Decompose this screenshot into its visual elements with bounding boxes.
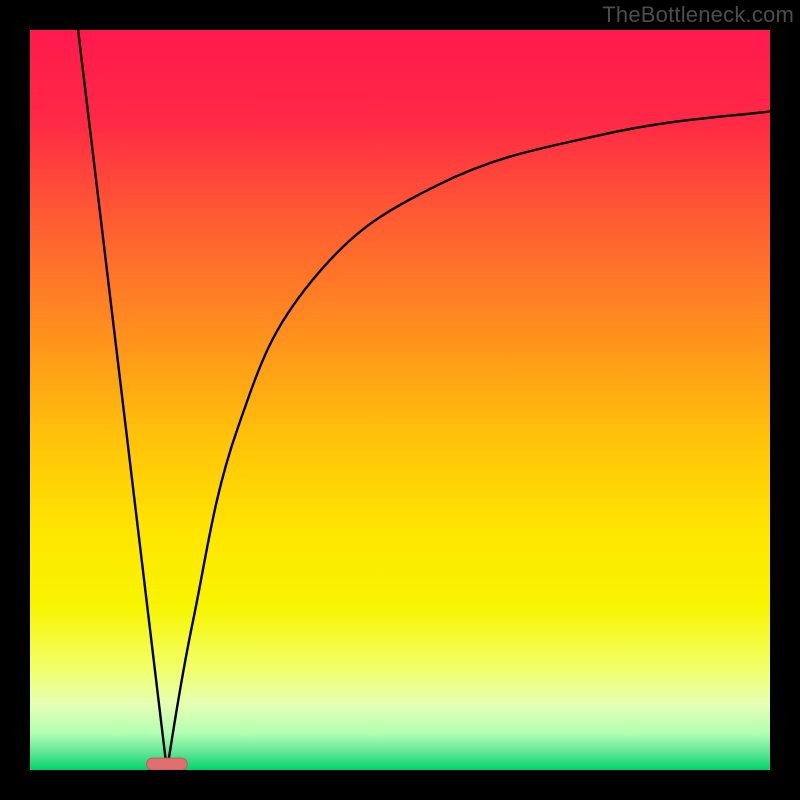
watermark-text: TheBottleneck.com <box>602 2 794 28</box>
optimal-marker <box>147 758 188 770</box>
gradient-background <box>30 30 770 770</box>
chart-container: TheBottleneck.com <box>0 0 800 800</box>
chart-svg <box>30 30 770 770</box>
plot-area <box>30 30 770 770</box>
